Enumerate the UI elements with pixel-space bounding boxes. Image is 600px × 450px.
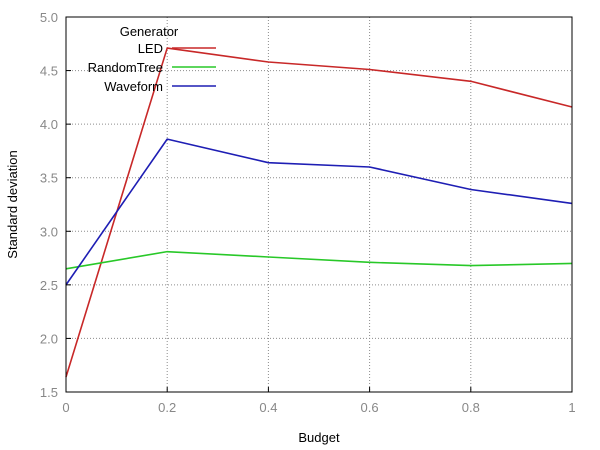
legend-label-led: LED — [138, 41, 163, 56]
x-tick-label: 0.6 — [361, 400, 379, 415]
x-tick-label: 0 — [62, 400, 69, 415]
plot-frame — [65, 16, 573, 393]
ticks: 0 0.2 0.4 0.6 0.8 1 1.5 2.0 2.5 3.0 3.5 4.0 4.5 5.0 — [40, 10, 576, 415]
series-layer — [65, 47, 573, 378]
y-tick-label: 2.0 — [40, 331, 58, 346]
grid — [66, 17, 572, 392]
series-line-randomtree — [65, 250, 573, 270]
y-tick-label: 1.5 — [40, 385, 58, 400]
x-tick-label: 1 — [568, 400, 575, 415]
x-tick-label: 0.4 — [259, 400, 277, 415]
x-tick-label: 0.2 — [158, 400, 176, 415]
legend: Generator LED RandomTree Waveform — [88, 24, 216, 94]
y-axis-label: Standard deviation — [5, 150, 20, 258]
x-tick-label: 0.8 — [462, 400, 480, 415]
x-axis-label: Budget — [298, 430, 340, 445]
y-tick-label: 3.5 — [40, 171, 58, 186]
series-line-waveform — [65, 138, 573, 286]
y-tick-label: 2.5 — [40, 278, 58, 293]
series-line-led — [65, 47, 573, 378]
legend-title: Generator — [120, 24, 179, 39]
y-tick-label: 4.0 — [40, 117, 58, 132]
legend-label-waveform: Waveform — [104, 79, 163, 94]
y-tick-label: 4.5 — [40, 64, 58, 79]
y-tick-label: 5.0 — [40, 10, 58, 25]
legend-label-randomtree: RandomTree — [88, 60, 163, 75]
y-tick-label: 3.0 — [40, 224, 58, 239]
